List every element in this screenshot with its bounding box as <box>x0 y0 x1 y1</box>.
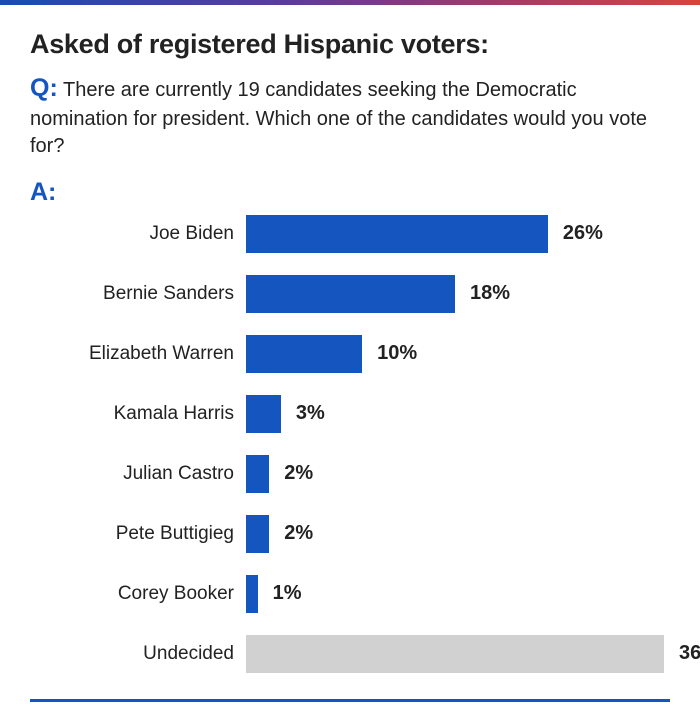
bar-area: 10% <box>246 335 670 373</box>
chart-title: Asked of registered Hispanic voters: <box>30 29 670 60</box>
bar-area: 18% <box>246 275 670 313</box>
bar-chart: Joe Biden 26% Bernie Sanders 18% Elizabeth W… <box>30 215 670 673</box>
bar-value: 36% <box>679 642 700 665</box>
bar <box>246 635 664 673</box>
bar <box>246 395 281 433</box>
bar <box>246 455 269 493</box>
candidate-label: Undecided <box>30 643 246 665</box>
chart-row: Elizabeth Warren 10% <box>30 335 670 373</box>
bar <box>246 215 548 253</box>
bar <box>246 515 269 553</box>
bar-value: 10% <box>377 342 417 365</box>
question-body: There are currently 19 candidates seekin… <box>30 79 647 157</box>
candidate-label: Bernie Sanders <box>30 283 246 305</box>
bar-value: 2% <box>284 522 313 545</box>
bar-value: 26% <box>563 222 603 245</box>
chart-row: Bernie Sanders 18% <box>30 275 670 313</box>
question-text: Q: There are currently 19 candidates see… <box>30 72 670 160</box>
bar-area: 1% <box>246 575 670 613</box>
bar-area: 2% <box>246 515 670 553</box>
bar-value: 1% <box>273 582 302 605</box>
chart-row: Joe Biden 26% <box>30 215 670 253</box>
bottom-rule <box>30 699 670 702</box>
bar-area: 2% <box>246 455 670 493</box>
bar-value: 3% <box>296 402 325 425</box>
bar-area: 3% <box>246 395 670 433</box>
bar <box>246 275 455 313</box>
candidate-label: Corey Booker <box>30 583 246 605</box>
chart-row: Undecided36% <box>30 635 670 673</box>
chart-row: Julian Castro 2% <box>30 455 670 493</box>
bar <box>246 335 362 373</box>
candidate-label: Kamala Harris <box>30 403 246 425</box>
bar-value: 2% <box>284 462 313 485</box>
candidate-label: Elizabeth Warren <box>30 343 246 365</box>
candidate-label: Julian Castro <box>30 463 246 485</box>
candidate-label: Pete Buttigieg <box>30 523 246 545</box>
content-area: Asked of registered Hispanic voters: Q: … <box>0 5 700 722</box>
bar-area: 26% <box>246 215 670 253</box>
bar-area: 36% <box>246 635 700 673</box>
chart-row: Corey Booker 1% <box>30 575 670 613</box>
chart-row: Pete Buttigieg 2% <box>30 515 670 553</box>
question-label: Q: <box>30 74 58 102</box>
bar-value: 18% <box>470 282 510 305</box>
answer-label: A: <box>30 178 670 207</box>
bar <box>246 575 258 613</box>
candidate-label: Joe Biden <box>30 223 246 245</box>
chart-row: Kamala Harris 3% <box>30 395 670 433</box>
